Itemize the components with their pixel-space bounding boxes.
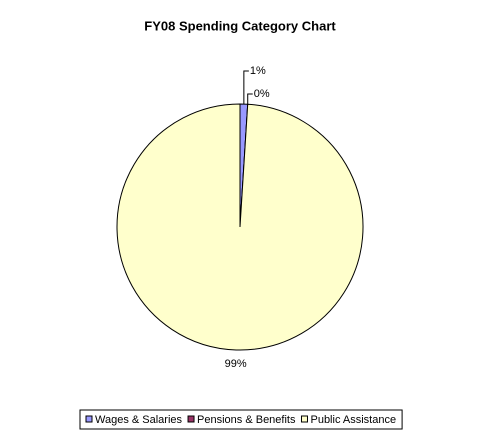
data-label: 0%	[254, 88, 270, 100]
legend-label: Pensions & Benefits	[197, 414, 296, 426]
legend-label: Public Assistance	[310, 414, 396, 426]
legend-swatch	[85, 415, 93, 423]
data-label: 1%	[250, 65, 266, 77]
chart-title: FY08 Spending Category Chart	[144, 18, 336, 33]
legend-swatch	[187, 415, 195, 423]
leader-line	[247, 93, 253, 105]
data-label: 99%	[225, 358, 247, 370]
leader-line	[243, 70, 249, 105]
legend-label: Wages & Salaries	[95, 414, 183, 426]
legend-box	[79, 409, 403, 430]
legend-swatch	[300, 415, 308, 423]
pie-slice	[116, 103, 364, 351]
